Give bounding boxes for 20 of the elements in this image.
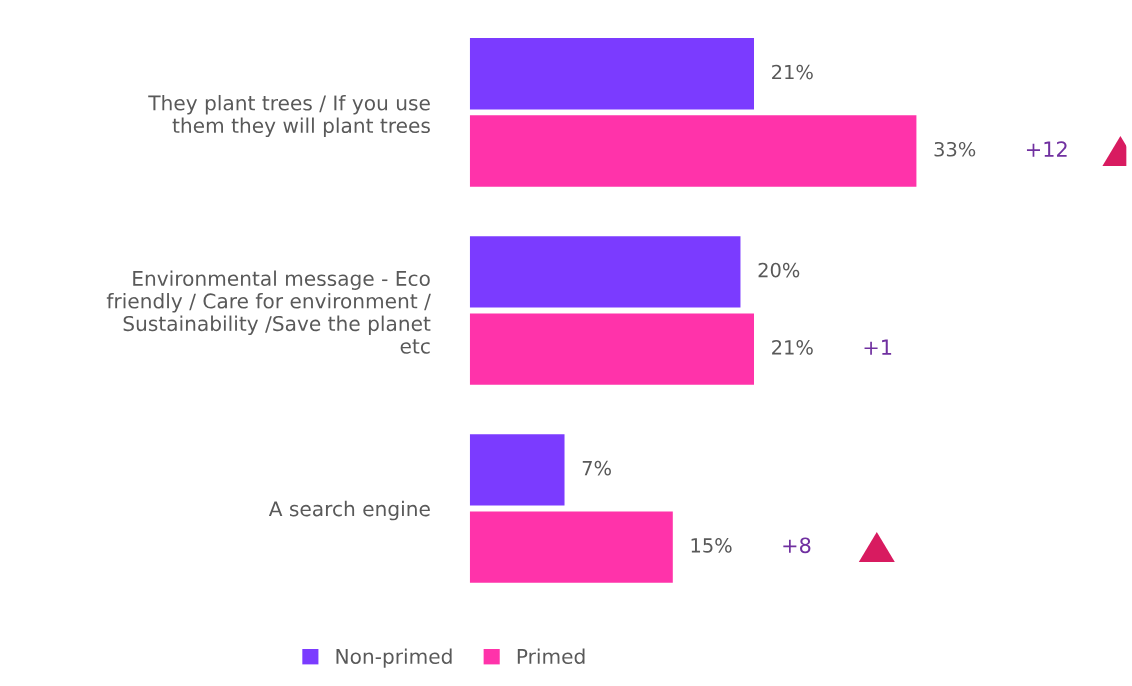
bar — [469, 434, 565, 506]
annotation: +1 — [864, 339, 892, 355]
data-label: 21% — [772, 339, 813, 355]
text: +12 — [1026, 141, 1067, 157]
bar — [469, 38, 755, 110]
y-tick-label: Environmental message - Eco friendly / Care for environment / Sustainability /Save the planet etc — [106, 270, 431, 354]
bar — [469, 115, 917, 187]
data-label: 7% — [582, 460, 611, 476]
bar — [469, 313, 755, 385]
data-label: 21% — [772, 64, 813, 80]
y-tick-label: They plant trees / If you use them they will plant trees — [148, 94, 430, 138]
data-label: 15% — [691, 538, 732, 553]
legend-label: Primed — [517, 648, 585, 664]
data-label: 20% — [758, 262, 800, 278]
y-tick-label: A search engine — [268, 500, 430, 521]
legend-label: Non-primed — [336, 648, 452, 668]
bar — [469, 511, 673, 583]
bar — [469, 236, 741, 308]
annotation: +8 — [783, 537, 811, 554]
data-label: 33% — [934, 141, 976, 157]
